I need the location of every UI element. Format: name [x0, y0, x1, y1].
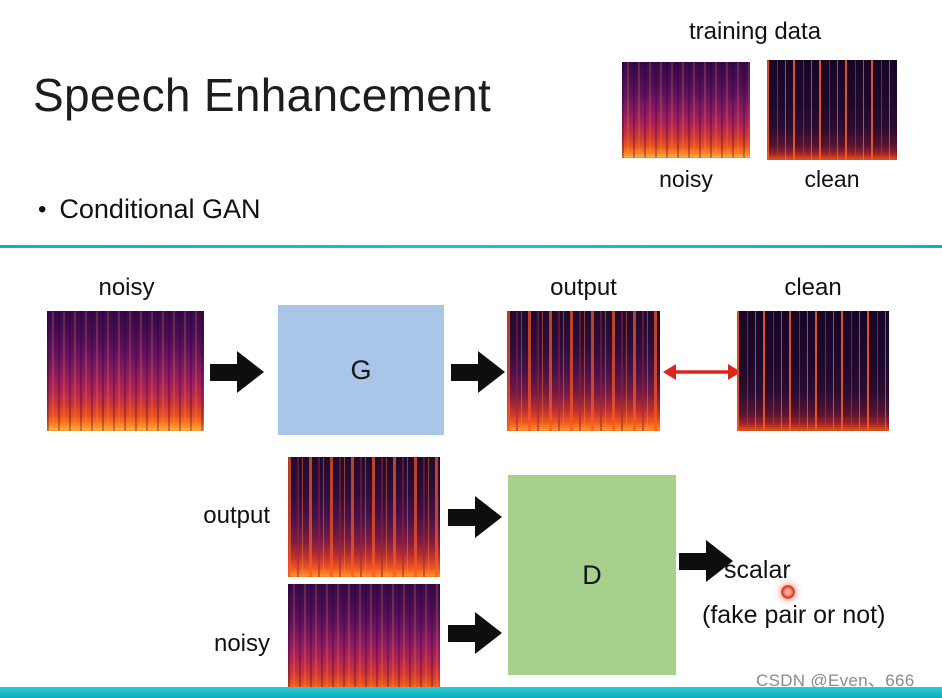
page-title: Speech Enhancement	[33, 69, 492, 121]
discriminator-box: D	[508, 475, 676, 675]
arrow-shaft	[210, 363, 237, 381]
arrow-into-d-bottom-icon	[448, 612, 502, 654]
bullet-text: Conditional GAN	[59, 194, 261, 224]
video-progress-bar[interactable]	[0, 687, 942, 698]
gen-noisy-spectrogram	[47, 311, 204, 431]
arrow-out-of-d-icon	[679, 540, 733, 582]
disc-output-spectrogram	[288, 457, 440, 577]
arrow-head	[478, 351, 505, 393]
disc-output-label: output	[203, 502, 270, 529]
red-double-arrow-icon	[663, 364, 741, 380]
bullet-marker-icon: •	[38, 195, 47, 223]
gen-clean-label: clean	[784, 274, 842, 301]
discriminator-label: D	[582, 559, 602, 590]
generator-box: G	[278, 305, 444, 435]
teal-divider	[0, 245, 942, 248]
training-clean-spectrogram	[767, 60, 897, 160]
watermark: CSDN @Even、666	[756, 671, 915, 690]
bullet-point: • Conditional GAN	[38, 194, 261, 225]
training-data-label: training data	[688, 18, 822, 45]
training-noisy-caption: noisy	[659, 166, 713, 192]
disc-noisy-label: noisy	[213, 630, 270, 657]
gen-output-spectrogram	[507, 311, 660, 431]
training-clean-caption: clean	[804, 166, 860, 192]
scalar-label: scalar	[724, 556, 791, 584]
arrow-shaft	[679, 552, 706, 570]
gen-output-label: output	[550, 274, 617, 301]
disc-noisy-spectrogram	[288, 584, 440, 698]
arrow-head	[706, 540, 733, 582]
gen-noisy-label: noisy	[98, 274, 155, 301]
arrow-head	[237, 351, 264, 393]
gen-clean-spectrogram	[737, 311, 889, 431]
arrow-out-of-g-icon	[451, 351, 505, 393]
arrow-into-g-icon	[210, 351, 264, 393]
arrow-head	[475, 612, 502, 654]
training-noisy-spectrogram	[622, 62, 750, 158]
arrow-into-d-top-icon	[448, 496, 502, 538]
fake-pair-label: (fake pair or not)	[702, 601, 886, 629]
arrow-head	[475, 496, 502, 538]
arrow-shaft	[448, 624, 475, 642]
arrow-shaft	[448, 508, 475, 526]
arrow-shaft	[451, 363, 478, 381]
laser-pointer-dot	[781, 585, 795, 599]
generator-label: G	[350, 354, 372, 385]
